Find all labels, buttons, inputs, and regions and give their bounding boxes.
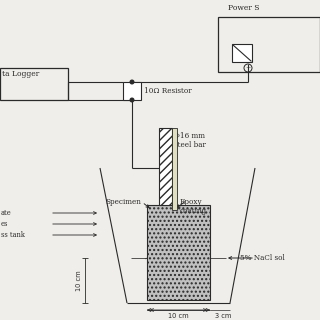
Circle shape xyxy=(130,98,134,102)
Bar xyxy=(147,205,210,300)
Bar xyxy=(172,128,177,210)
Text: Epoxy
coating: Epoxy coating xyxy=(180,198,207,215)
Bar xyxy=(123,82,141,100)
Text: 10 cm: 10 cm xyxy=(76,270,82,291)
Bar xyxy=(232,44,252,62)
Text: ta Logger: ta Logger xyxy=(2,70,39,78)
Text: Specimen: Specimen xyxy=(105,198,141,206)
Text: 5% NaCl sol: 5% NaCl sol xyxy=(240,254,285,262)
Text: Φ16 mm
steel bar: Φ16 mm steel bar xyxy=(174,132,206,149)
Text: es: es xyxy=(1,220,8,228)
Text: +: + xyxy=(245,65,251,70)
Text: 10Ω Resistor: 10Ω Resistor xyxy=(144,87,192,95)
Circle shape xyxy=(130,80,134,84)
Text: 10 cm: 10 cm xyxy=(168,313,189,319)
Text: 3 cm: 3 cm xyxy=(215,313,231,319)
Text: ss tank: ss tank xyxy=(1,231,25,239)
Text: ate: ate xyxy=(1,209,12,217)
Text: Power S: Power S xyxy=(228,4,260,12)
Bar xyxy=(0,68,68,100)
Bar xyxy=(218,17,320,72)
Bar xyxy=(159,128,172,205)
